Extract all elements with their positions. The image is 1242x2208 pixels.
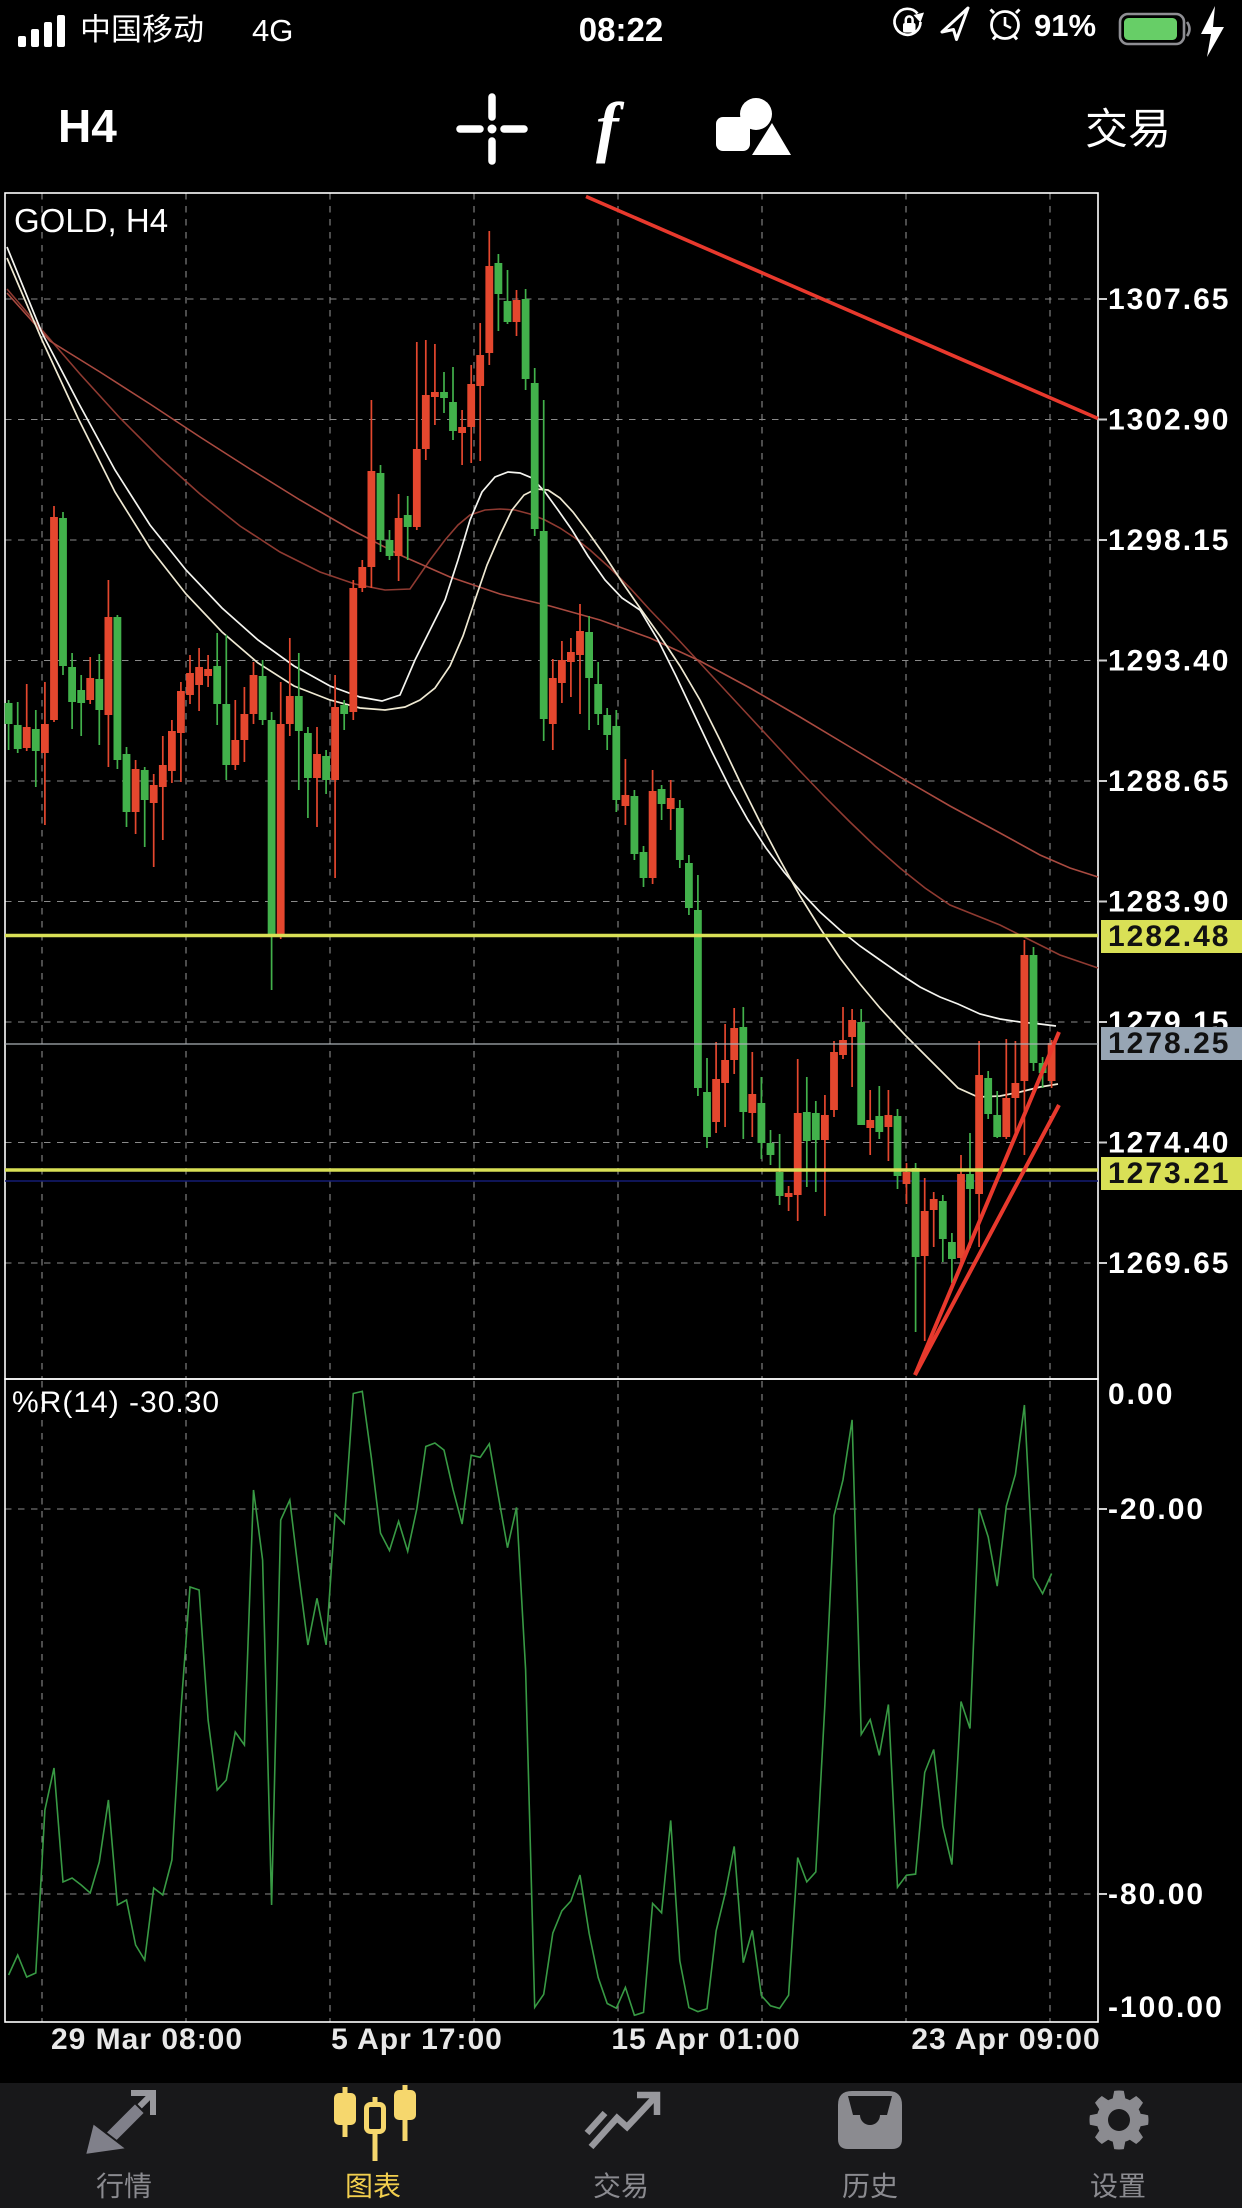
svg-text:1278.25: 1278.25 [1108, 1027, 1230, 1060]
svg-text:1307.65: 1307.65 [1108, 283, 1230, 316]
svg-text:1298.15: 1298.15 [1108, 524, 1230, 557]
svg-text:%R(14) -30.30: %R(14) -30.30 [12, 1386, 220, 1419]
svg-text:-20.00: -20.00 [1108, 1493, 1205, 1526]
svg-text:5 Apr 17:00: 5 Apr 17:00 [331, 2023, 503, 2056]
svg-text:1269.65: 1269.65 [1108, 1247, 1230, 1280]
svg-text:23 Apr 09:00: 23 Apr 09:00 [911, 2023, 1100, 2056]
svg-text:1293.40: 1293.40 [1108, 645, 1230, 678]
svg-text:1283.90: 1283.90 [1108, 886, 1230, 919]
svg-text:1273.21: 1273.21 [1108, 1157, 1230, 1190]
svg-text:1274.40: 1274.40 [1108, 1127, 1230, 1160]
svg-text:GOLD, H4: GOLD, H4 [14, 202, 168, 239]
svg-text:1288.65: 1288.65 [1108, 765, 1230, 798]
svg-text:1282.48: 1282.48 [1108, 920, 1230, 953]
svg-text:-100.00: -100.00 [1108, 1991, 1224, 2024]
svg-text:91%: 91% [1034, 8, 1096, 43]
svg-text:29 Mar 08:00: 29 Mar 08:00 [51, 2023, 243, 2056]
svg-text:-80.00: -80.00 [1108, 1878, 1205, 1911]
svg-text:0.00: 0.00 [1108, 1378, 1174, 1411]
svg-text:15 Apr 01:00: 15 Apr 01:00 [611, 2023, 800, 2056]
svg-text:1302.90: 1302.90 [1108, 404, 1230, 437]
